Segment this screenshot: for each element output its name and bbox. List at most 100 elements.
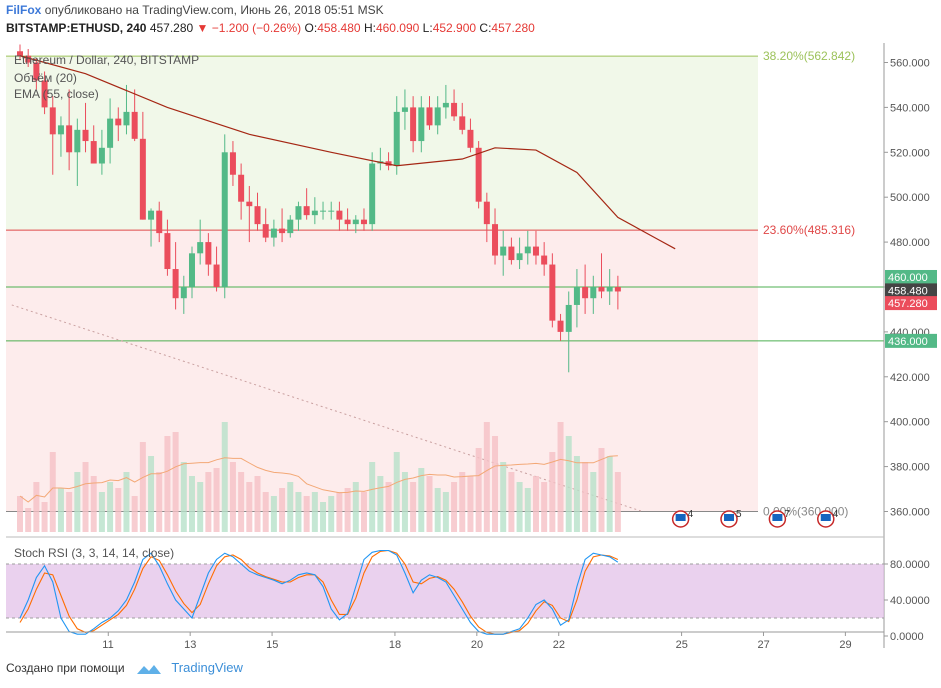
candle-body <box>606 286 613 292</box>
candle-body <box>82 129 89 142</box>
candle-body <box>57 125 64 135</box>
volume-bar <box>156 472 163 532</box>
candle-body <box>188 253 195 287</box>
legend-stoch: Stoch RSI (3, 3, 14, 14, close) <box>14 546 174 560</box>
volume-bar <box>459 472 466 532</box>
volume-bar <box>590 472 597 532</box>
volume-bar <box>164 436 171 532</box>
volume-bar <box>148 456 155 532</box>
volume-bar <box>516 482 523 532</box>
author-name[interactable]: FilFox <box>6 3 42 17</box>
publish-info: FilFox опубликовано на TradingView.com, … <box>6 3 384 17</box>
volume-bar <box>557 422 564 532</box>
candle-body <box>131 111 138 139</box>
volume-bar <box>221 422 228 532</box>
footer: Создано при помощи TradingView <box>6 660 243 676</box>
price-tick-label: 480.000 <box>890 237 930 249</box>
volume-bar <box>369 462 376 532</box>
tradingview-link[interactable]: TradingView <box>171 660 243 675</box>
price-tick-label: 560.000 <box>890 57 930 69</box>
candle-body <box>246 201 253 207</box>
volume-bar <box>229 462 236 532</box>
price-tick-label: 540.000 <box>890 102 930 114</box>
volume-bar <box>508 472 515 532</box>
candle-body <box>180 286 187 299</box>
volume-bar <box>238 472 245 532</box>
high-value: 460.090 <box>375 21 420 35</box>
candle-body <box>573 286 580 305</box>
candle-body <box>582 286 589 299</box>
event-count: 4 <box>833 509 839 520</box>
candle-body <box>475 147 482 202</box>
close-label: C: <box>479 21 492 35</box>
volume-bar <box>197 482 204 532</box>
candle-body <box>459 116 466 130</box>
volume-bar <box>475 448 482 532</box>
created-with-text: Создано при помощи <box>6 661 125 675</box>
stoch-tick-label: 40.0000 <box>890 595 930 607</box>
stoch-band <box>6 564 884 618</box>
candle-body <box>549 264 556 321</box>
price-tag <box>885 296 937 311</box>
volume-bar <box>598 448 605 532</box>
candle-body <box>295 206 302 220</box>
volume-bar <box>336 492 343 532</box>
time-tick-label: 15 <box>266 639 278 651</box>
time-tick-label: 22 <box>553 639 565 651</box>
candle-body <box>614 286 621 292</box>
volume-bar <box>442 492 449 532</box>
candle-body <box>598 286 605 292</box>
low-label: L: <box>422 21 433 35</box>
down-arrow-icon: ▼ <box>196 21 209 35</box>
candle-body <box>164 233 171 270</box>
legend-title: Ethereum / Dollar, 240, BITSTAMP <box>14 53 199 67</box>
volume-bar <box>303 496 310 532</box>
price-tick-label: 520.000 <box>890 147 930 159</box>
time-tick-label: 27 <box>757 639 769 651</box>
stoch-d-line <box>19 549 619 635</box>
candle-body <box>74 129 81 153</box>
fib-zone-green <box>6 56 758 231</box>
candle-body <box>590 286 597 299</box>
price-tag-label: 460.000 <box>888 272 928 284</box>
candle-body <box>229 152 236 175</box>
candle-body <box>557 320 564 332</box>
price-tag-label: 457.280 <box>888 298 928 310</box>
candle-body <box>328 210 335 212</box>
volume-bar <box>582 462 589 532</box>
candle-body <box>279 228 286 234</box>
candle-body <box>442 102 449 108</box>
stoch-tick-label: 0.0000 <box>890 631 924 643</box>
candle-body <box>451 102 458 117</box>
event-flag-icon <box>720 510 738 528</box>
volume-bar <box>606 456 613 532</box>
legend-volume: Объём (20) <box>14 71 77 85</box>
stoch-tick-label: 80.0000 <box>890 559 930 571</box>
event-flag-icon <box>817 510 835 528</box>
candle-body <box>508 246 515 261</box>
candle-body <box>565 304 572 332</box>
volume-bar <box>532 476 539 532</box>
volume-bar <box>287 482 294 532</box>
last-price: 457.280 <box>149 21 194 35</box>
candle-body <box>336 210 343 220</box>
candle-body <box>115 118 122 126</box>
symbol-name: BITSTAMP:ETHUSD, 240 <box>6 21 147 35</box>
time-tick-label: 18 <box>389 639 401 651</box>
volume-bar <box>352 482 359 532</box>
candle-body <box>33 62 40 81</box>
price-tag <box>885 283 937 298</box>
volume-bar <box>131 496 138 532</box>
tradingview-logo-icon[interactable] <box>136 662 162 676</box>
candle-body <box>197 242 204 254</box>
candle-body <box>221 152 228 287</box>
volume-bar <box>139 442 146 532</box>
candle-body <box>467 129 474 148</box>
candle-body <box>500 246 507 256</box>
candle-body <box>25 55 32 63</box>
candle-body <box>524 246 531 254</box>
volume-bar <box>418 468 425 532</box>
candle-body <box>123 111 130 126</box>
volume-bar <box>180 462 187 532</box>
